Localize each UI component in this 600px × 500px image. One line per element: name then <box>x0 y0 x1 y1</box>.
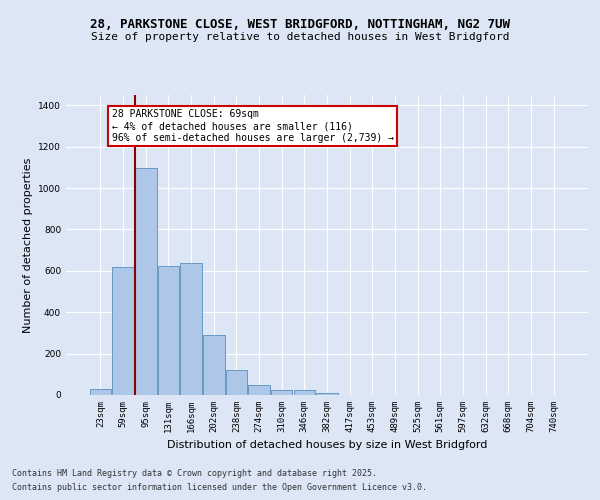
Y-axis label: Number of detached properties: Number of detached properties <box>23 158 32 332</box>
Bar <box>316 393 338 395</box>
Bar <box>271 390 292 395</box>
Bar <box>112 266 134 395</box>
Text: 28 PARKSTONE CLOSE: 69sqm
← 4% of detached houses are smaller (116)
96% of semi-: 28 PARKSTONE CLOSE: 69sqm ← 4% of detach… <box>112 110 394 142</box>
Text: Contains HM Land Registry data © Crown copyright and database right 2025.: Contains HM Land Registry data © Crown c… <box>12 468 377 477</box>
Bar <box>181 262 202 395</box>
Bar <box>90 389 111 395</box>
Text: Size of property relative to detached houses in West Bridgford: Size of property relative to detached ho… <box>91 32 509 42</box>
Bar <box>226 370 247 395</box>
Bar <box>203 335 224 395</box>
Bar <box>135 168 157 395</box>
X-axis label: Distribution of detached houses by size in West Bridgford: Distribution of detached houses by size … <box>167 440 487 450</box>
Text: 28, PARKSTONE CLOSE, WEST BRIDGFORD, NOTTINGHAM, NG2 7UW: 28, PARKSTONE CLOSE, WEST BRIDGFORD, NOT… <box>90 18 510 30</box>
Bar <box>248 384 270 395</box>
Bar <box>293 390 315 395</box>
Text: Contains public sector information licensed under the Open Government Licence v3: Contains public sector information licen… <box>12 484 427 492</box>
Bar <box>158 266 179 395</box>
